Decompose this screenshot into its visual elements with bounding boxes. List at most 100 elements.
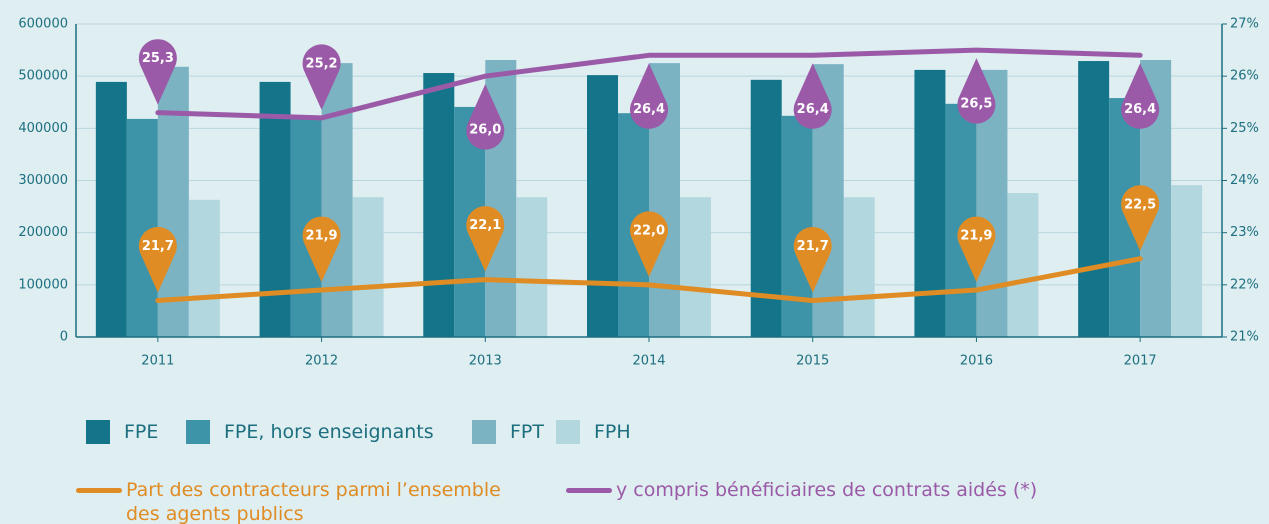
pin-shape — [957, 58, 996, 124]
legend-item: Part des contracteurs parmi l’ensemble d… — [76, 478, 536, 524]
pin-shape — [1121, 63, 1160, 129]
bar — [95, 81, 127, 337]
bar — [1078, 61, 1110, 338]
bar — [423, 73, 455, 337]
data-label: 21,9 — [306, 229, 338, 244]
data-label: 26,4 — [633, 102, 665, 117]
pin-shape — [138, 226, 177, 293]
data-label: 26,4 — [797, 102, 829, 117]
y2-tick-label: 23% — [1230, 225, 1259, 240]
bar — [587, 75, 618, 337]
y-tick-label: 400000 — [18, 121, 68, 136]
legend-item: FPH — [556, 420, 631, 444]
x-tick-label: 2014 — [632, 354, 665, 369]
y2-tick-label: 24% — [1230, 173, 1259, 188]
pin-shape — [302, 44, 341, 110]
bar — [188, 199, 220, 337]
legend-swatch — [186, 420, 210, 444]
pin-shape — [466, 206, 505, 272]
bar — [516, 197, 548, 337]
pin-shape — [1121, 185, 1160, 251]
pin — [138, 226, 177, 293]
pin — [302, 216, 341, 283]
pin — [630, 63, 668, 129]
data-label: 21,9 — [960, 229, 992, 244]
y2-tick-label: 27% — [1230, 17, 1259, 32]
data-label: 26,0 — [469, 123, 501, 138]
bar — [352, 197, 384, 337]
pin-shape — [466, 84, 505, 150]
pin — [138, 39, 177, 105]
y2-tick-label: 26% — [1230, 69, 1259, 84]
data-label: 22,1 — [469, 218, 501, 233]
legend-item: FPE, hors enseignants — [186, 420, 434, 444]
pin-shape — [630, 63, 668, 129]
pin-shape — [957, 216, 996, 283]
x-tick-label: 2015 — [796, 354, 829, 369]
legend-line — [566, 488, 612, 493]
data-label: 25,3 — [142, 51, 174, 66]
pin — [630, 211, 668, 277]
y-tick-label: 600000 — [18, 17, 68, 32]
data-label: 26,4 — [1124, 102, 1156, 117]
chart: 0 100000 200000 300000 400000 500000 600000 21%… — [18, 17, 1259, 369]
legend-label: y compris bénéficiaires de contrats aidé… — [616, 479, 1038, 501]
x-tick-label: 2017 — [1124, 354, 1157, 369]
bar — [259, 81, 291, 337]
legend-swatch — [472, 420, 496, 444]
bar — [1007, 193, 1039, 337]
bar — [1171, 185, 1203, 337]
y-tick-label: 0 — [60, 330, 68, 345]
legend-label: FPH — [594, 421, 631, 443]
x-tick-label: 2013 — [469, 354, 502, 369]
y2-tick-label: 25% — [1230, 121, 1259, 136]
data-label: 22,5 — [1124, 197, 1156, 212]
data-label: 21,7 — [142, 239, 174, 254]
bar — [321, 63, 353, 337]
pin — [466, 84, 505, 150]
bar — [843, 197, 875, 337]
pin — [466, 206, 505, 272]
x-tick-label: 2012 — [305, 354, 338, 369]
pin-shape — [630, 211, 668, 277]
data-label: 21,7 — [797, 239, 829, 254]
pin — [957, 216, 996, 283]
y-tick-label: 100000 — [18, 277, 68, 292]
pin-shape — [793, 63, 832, 129]
legend-line — [76, 488, 122, 493]
legend-swatch — [86, 420, 110, 444]
pin — [1121, 185, 1160, 251]
data-label: 25,2 — [306, 56, 338, 71]
legend-swatch — [556, 420, 580, 444]
bar — [781, 115, 813, 338]
legend-item: y compris bénéficiaires de contrats aidé… — [566, 478, 1037, 502]
pin-shape — [302, 216, 341, 283]
pin — [302, 44, 341, 110]
pin-shape — [138, 39, 177, 105]
line — [155, 47, 1143, 121]
pin — [793, 226, 832, 293]
y-tick-label: 500000 — [18, 69, 68, 84]
bar — [914, 69, 946, 337]
y2-tick-label: 21% — [1230, 330, 1259, 345]
y-tick-label: 300000 — [18, 173, 68, 188]
x-tick-label: 2016 — [960, 354, 993, 369]
pin-shape — [793, 226, 832, 293]
bar — [680, 197, 711, 337]
data-label: 22,0 — [633, 223, 665, 238]
y2-tick-label: 22% — [1230, 277, 1259, 292]
y-tick-label: 200000 — [18, 225, 68, 240]
pin — [793, 63, 832, 129]
legend-label: Part des contracteurs parmi l’ensemble d… — [126, 479, 501, 524]
legend-label: FPE, hors enseignants — [224, 421, 434, 443]
legend-item: FPT — [472, 420, 544, 444]
line — [155, 256, 1143, 303]
legend-label: FPE — [124, 421, 159, 443]
x-tick-label: 2011 — [141, 354, 174, 369]
legend-item: FPE — [86, 420, 158, 444]
pin — [957, 58, 996, 124]
pin — [1121, 63, 1160, 129]
data-label: 26,5 — [960, 97, 992, 112]
legend-label: FPT — [510, 421, 544, 443]
